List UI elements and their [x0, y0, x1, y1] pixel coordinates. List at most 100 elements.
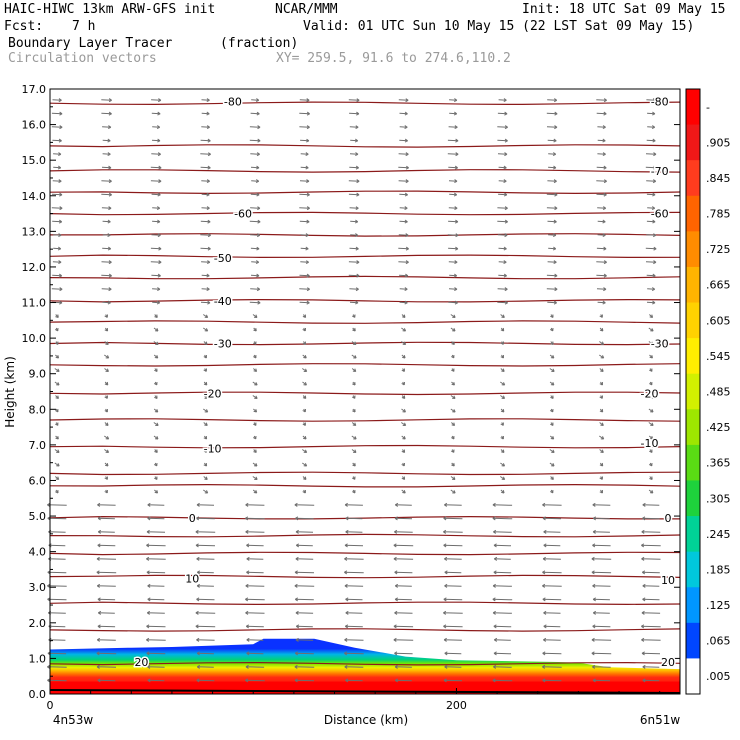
wind-vector	[250, 287, 261, 292]
wind-vector	[401, 462, 405, 467]
wind-vector	[104, 341, 109, 345]
wind-vector	[646, 300, 656, 305]
wind-vector	[302, 422, 306, 426]
wind-vector	[245, 664, 265, 669]
wind-vector	[151, 233, 161, 238]
wind-vector	[646, 192, 656, 197]
wind-vector	[492, 516, 513, 521]
wind-vector	[196, 556, 215, 561]
colorbar-label: .785	[706, 208, 731, 221]
wind-vector	[196, 502, 215, 507]
wind-vector	[547, 138, 557, 143]
wind-vector	[596, 273, 607, 278]
wind-vector	[352, 462, 356, 467]
wind-vector	[498, 179, 507, 184]
wind-vector	[401, 354, 406, 359]
wind-vector	[449, 192, 458, 197]
wind-vector	[245, 678, 265, 683]
temperature-label: 0	[189, 512, 196, 525]
wind-vector	[153, 381, 158, 386]
wind-vector	[294, 570, 315, 575]
wind-vector	[101, 287, 112, 292]
wind-vector	[493, 570, 512, 575]
wind-vector	[201, 206, 210, 211]
wind-vector	[195, 624, 216, 629]
wind-vector	[201, 260, 211, 265]
wind-vector	[246, 570, 264, 575]
x-end-label-left: 4n53w	[53, 713, 94, 727]
wind-vector	[54, 408, 59, 413]
wind-vector	[401, 435, 406, 440]
colorbar-label: .905	[706, 136, 731, 149]
fcst-value: 7 h	[72, 19, 96, 34]
field2-name: Circulation vectors	[8, 51, 157, 66]
wind-vector	[97, 624, 116, 629]
isotherm	[49, 574, 681, 579]
wind-vector	[547, 300, 557, 305]
wind-vector	[201, 111, 210, 116]
wind-vector	[641, 651, 661, 656]
wind-vector	[51, 287, 63, 292]
wind-vector	[641, 637, 661, 642]
wind-vector	[596, 260, 607, 265]
wind-vector	[597, 152, 606, 157]
wind-vector	[250, 152, 260, 157]
temperature-label: 10	[185, 572, 199, 585]
wind-vector	[394, 516, 413, 521]
wind-vector	[394, 529, 413, 534]
wind-vector	[352, 381, 356, 386]
wind-vector	[596, 192, 607, 197]
wind-vector	[649, 395, 653, 399]
circulation-vectors	[47, 98, 661, 683]
wind-vector	[302, 435, 307, 440]
wind-vector	[549, 408, 554, 413]
wind-vector	[53, 246, 62, 251]
wind-vector	[599, 408, 604, 413]
colorbar-swatch	[686, 231, 700, 268]
wind-vector	[350, 233, 359, 238]
wind-vector	[253, 327, 257, 332]
wind-vector	[592, 529, 610, 534]
wind-vector	[147, 678, 165, 683]
wind-vector	[153, 354, 159, 359]
colorbar-swatch	[686, 195, 700, 232]
y-tick-label: 14.0	[22, 190, 47, 203]
wind-vector	[596, 179, 607, 184]
wind-vector	[253, 354, 257, 359]
wind-vector	[649, 354, 653, 359]
wind-vector	[648, 435, 654, 440]
wind-vector	[448, 246, 459, 251]
isotherm	[49, 363, 681, 367]
wind-vector	[448, 179, 458, 184]
colorbar-label: .605	[706, 314, 731, 327]
wind-vector	[599, 381, 603, 386]
temperature-label: -10	[204, 442, 222, 455]
wind-vector	[196, 570, 214, 575]
wind-vector	[101, 273, 112, 278]
isotherm	[49, 320, 681, 324]
wind-vector	[96, 664, 117, 669]
wind-vector	[500, 462, 506, 467]
isotherm	[49, 298, 681, 303]
wind-vector	[394, 610, 413, 615]
wind-vector	[591, 637, 612, 642]
temperature-label: -30	[214, 337, 232, 350]
wind-vector	[548, 165, 557, 170]
wind-vector	[54, 449, 60, 453]
wind-vector	[394, 502, 412, 507]
wind-vector	[251, 98, 260, 103]
wind-vector	[401, 368, 405, 372]
wind-vector	[344, 583, 364, 588]
colorbar-label: .005	[706, 670, 731, 683]
wind-vector	[542, 583, 562, 588]
y-tick-label: 6.0	[29, 474, 47, 487]
wind-vector	[542, 556, 561, 561]
wind-vector	[153, 462, 158, 467]
wind-vector	[350, 138, 359, 143]
wind-vector	[596, 98, 607, 103]
temperature-label: 10	[661, 574, 675, 587]
wind-vector	[250, 206, 261, 211]
wind-vector	[203, 476, 208, 480]
wind-vector	[394, 678, 412, 683]
wind-vector	[543, 610, 561, 615]
